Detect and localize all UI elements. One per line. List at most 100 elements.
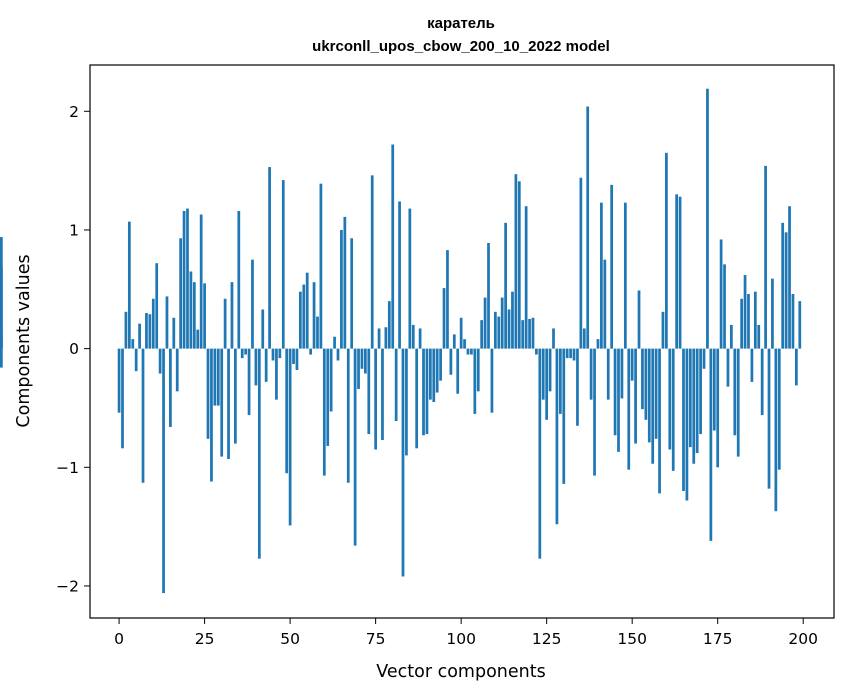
bar-20 [186,208,189,349]
bar-109 [490,348,494,413]
bar-6 [138,323,141,349]
bar-120 [528,318,531,349]
bar-125 [545,348,549,420]
bar-19 [182,210,186,349]
bar-22 [192,282,196,349]
bar-48 [281,180,285,349]
bar-15 [169,348,172,427]
bar-197 [791,294,795,349]
bar-24 [199,214,203,349]
bar-3 [127,221,131,349]
y-tick-label: 1 [69,221,79,239]
bar-84 [405,348,408,456]
bar-89 [422,348,425,436]
bar-0 [117,348,121,413]
bar-122 [535,348,538,355]
bar-14 [165,296,169,349]
bar-116 [514,174,518,349]
bar-93 [435,348,439,393]
bar-174 [712,348,716,431]
bar-157 [654,348,658,439]
bar-189 [764,165,767,349]
chart-title-line-1: каратель [427,15,495,32]
bar-173 [709,348,713,541]
bar-67 [346,348,350,483]
bar-107 [483,297,487,349]
bar-94 [439,348,442,381]
plot-frame [89,64,835,619]
bar-190 [767,348,771,489]
bar-50 [288,348,292,526]
bar-121 [531,317,535,349]
bar-181 [736,348,740,457]
bar-63 [333,336,336,349]
bar-136 [582,328,586,349]
x-tick-label: 25 [195,630,215,648]
bar-195 [784,232,788,349]
bar-62 [329,348,333,412]
bar-60 [322,348,326,476]
bar-186 [753,291,757,349]
bar-56 [309,348,313,355]
bar-169 [695,348,699,454]
bar-26 [206,348,210,439]
bar-170 [699,348,702,435]
bar-4 [131,339,135,349]
bar-1 [121,348,124,449]
bar-36 [240,348,244,359]
bar-88 [418,328,422,349]
bar-69 [353,348,357,546]
y-tick-label: −2 [56,577,79,595]
bar-165 [682,348,685,492]
bar-52 [295,348,299,370]
bar-171 [702,348,706,369]
bar-42 [261,309,265,349]
bar-87 [415,348,419,449]
bar-166 [685,348,689,501]
bar-46 [275,348,278,400]
bar-76 [377,328,381,349]
bar-78 [384,327,388,349]
bar-85 [408,208,412,349]
bar-113 [504,222,507,349]
bar-23 [196,329,200,349]
bar-11 [155,263,159,349]
bar-137 [586,106,590,349]
bar-99 [456,348,460,394]
bar-68 [350,238,354,349]
bar-142 [603,259,607,349]
bar-155 [647,348,651,443]
bar-127 [552,328,555,349]
x-axis-label: Vector components [376,662,545,682]
bar-17 [175,348,179,392]
bar-49 [285,348,289,474]
bar-194 [781,222,785,349]
bar-8 [145,313,148,349]
bar-147 [620,348,624,399]
y-axis-ticks: −2 −1 0 1 2 [56,103,90,595]
bar-77 [381,348,384,440]
bar-104 [473,348,477,414]
x-tick-label: 200 [788,630,818,648]
bar-95 [442,288,446,349]
bar-152 [637,290,641,349]
x-tick-label: 100 [446,630,476,648]
bar-111 [497,316,501,349]
bar-148 [623,202,627,349]
bar-41 [257,348,261,559]
x-tick-label: 0 [114,630,124,648]
bar-158 [658,348,661,494]
bar-182 [740,298,744,349]
bar-128 [555,348,559,525]
bar-45 [271,348,275,361]
bar-13 [162,348,165,594]
bar-7 [141,348,145,483]
bar-53 [299,291,302,349]
bar-108 [487,243,490,349]
bar-91 [428,348,432,400]
bar-54 [302,284,306,349]
y-axis-label: Components values [14,254,34,427]
bar-161 [668,348,672,450]
